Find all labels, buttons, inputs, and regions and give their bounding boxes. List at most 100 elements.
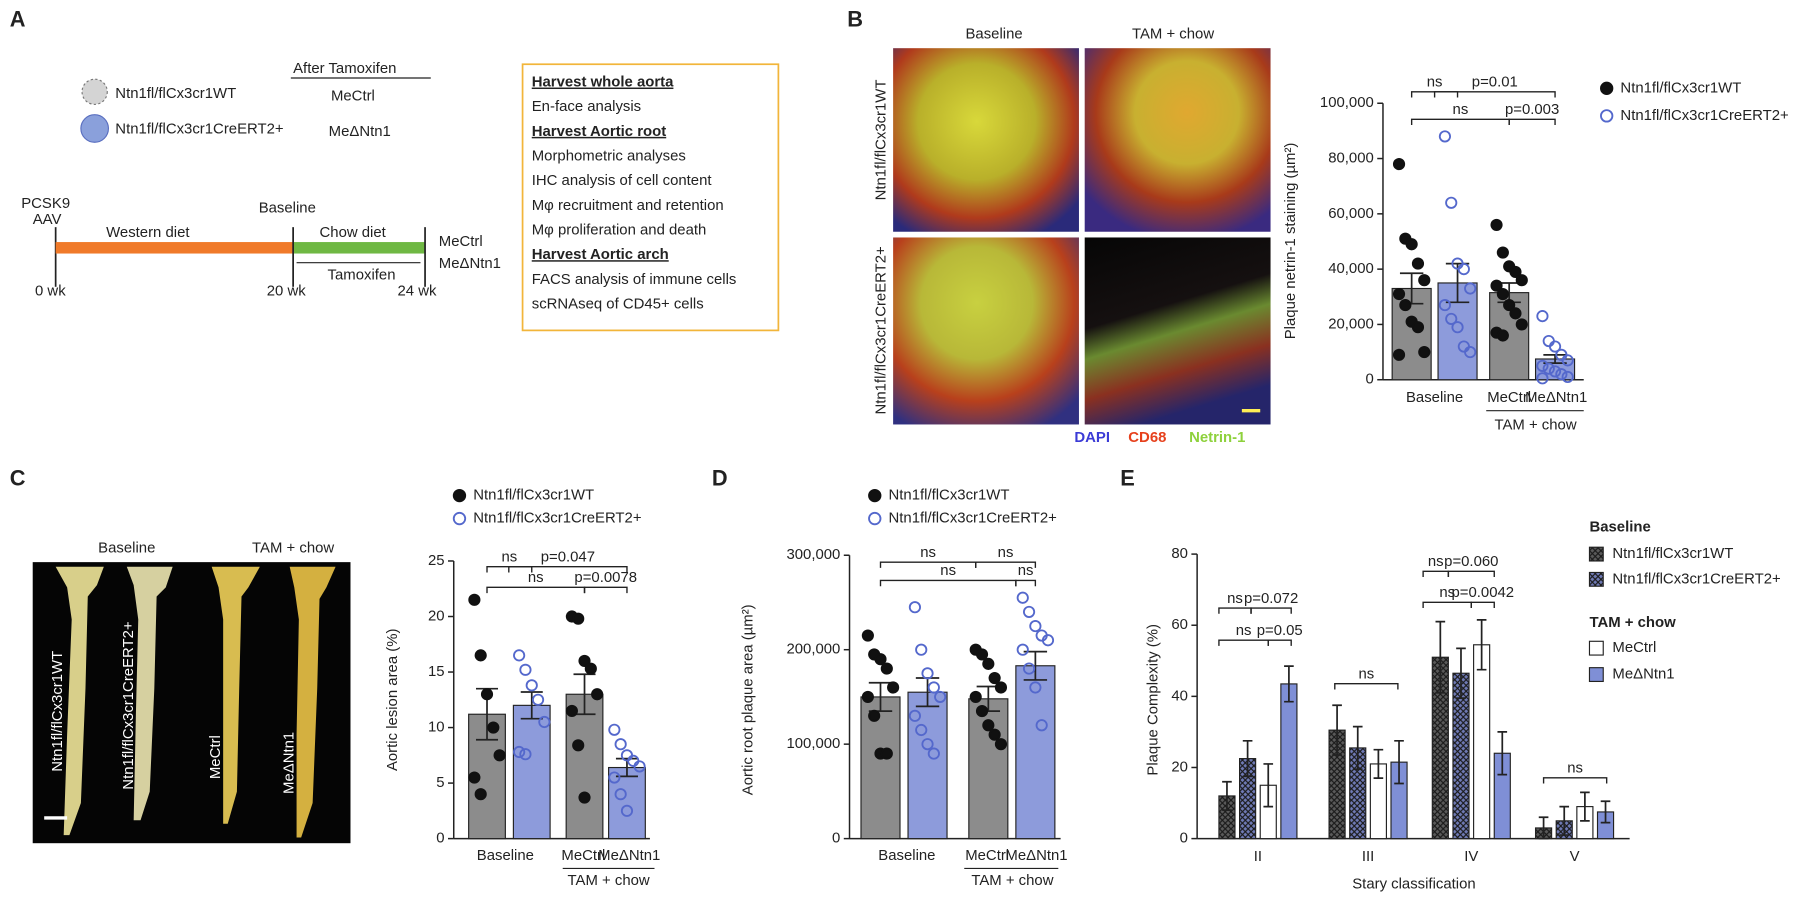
data-point [1561,354,1574,367]
legend-label: MeΔNtn1 [1612,666,1674,682]
comparison-label: p=0.0078 [574,570,637,586]
legend-label: Ntn1fl/flCx3cr1CreERT2+ [473,510,641,526]
comparison-label: ns [528,570,544,586]
legend-swatch [1588,640,1604,656]
comparison-bracket [1433,91,1556,98]
legend-marker [868,511,882,526]
y-tick-label: 40,000 [1328,261,1374,277]
y-tick-label: 60 [1171,617,1188,633]
y-tick-label: 20 [1171,759,1188,775]
comparison-bracket [879,561,977,568]
comparison-bracket [1410,118,1510,126]
box-item: Morphometric analyses [532,149,686,165]
data-point [627,754,640,767]
x-tick-label: V [1570,849,1580,865]
x-tick-label: MeΔNtn1 [1005,848,1067,864]
data-point [921,667,934,680]
after-title: After Tamoxifen [293,61,396,77]
chow-diet-bar [293,242,426,254]
comparison-label: p=0.047 [541,549,595,565]
y-tick-label: 100,000 [1320,95,1374,111]
milestone-label: Baseline [259,201,316,217]
data-point [1509,307,1522,320]
comparison-bracket [1267,639,1292,646]
data-point [982,719,995,732]
comparison-bracket [1422,570,1450,578]
data-point [584,662,597,675]
legend-swatch [1588,571,1604,587]
x-tick-label: III [1362,849,1374,865]
comparison-bracket [1508,118,1556,126]
box-item: FACS analysis of immune cells [532,272,737,288]
x-tick-label: MeΔNtn1 [598,848,660,864]
mouse-icon [81,78,108,105]
comparison-label: p=0.0042 [1451,585,1514,601]
week-label: 0 wk [35,283,66,299]
data-point [1022,662,1036,675]
legend-label: Ntn1fl/flCx3cr1CreERT2+ [889,510,1057,526]
comparison-label: p=0.01 [1472,75,1518,91]
data-point [1438,130,1452,143]
error-bar [520,691,543,720]
harvest-box [521,63,780,332]
comparison-bracket [583,586,628,594]
bar [1015,665,1056,840]
bar [1280,683,1298,840]
data-point [1490,218,1503,231]
y-tick-label: 0 [1366,372,1374,388]
error-bar [1600,800,1611,824]
data-point [1016,643,1029,656]
data-point [525,679,538,692]
data-point [591,688,604,701]
aorta-label: Ntn1fl/flCx3cr1WT [50,651,66,772]
bar [512,704,551,840]
micrograph [893,237,1079,425]
data-point [1029,681,1042,694]
legend-label: Ntn1fl/flCx3cr1CreERT2+ [1612,571,1780,587]
data-point [1542,362,1555,375]
legend-group: Baseline [1589,520,1650,536]
error-bar [1352,725,1363,771]
comparison-bracket [1447,570,1495,578]
comparison-label: ns [1453,102,1469,118]
data-point [988,728,1001,741]
error-bar [1435,620,1446,694]
box-item: Mφ recruitment and retention [532,198,724,214]
micrograph [1084,48,1271,232]
y-axis-label: Aortic lesion area (%) [385,629,401,772]
comparison-label: p=0.072 [1244,591,1298,607]
data-point [927,747,940,760]
legend-label: MeCtrl [1612,640,1656,656]
bar [565,693,604,840]
legend-label: Ntn1fl/flCx3cr1WT [889,488,1010,504]
data-point [474,649,487,662]
error-bar [1476,619,1487,671]
data-point [1016,591,1029,604]
data-point [874,653,887,666]
data-point [1509,265,1522,278]
western-diet-bar [55,242,294,254]
data-point [1411,257,1425,270]
data-point [1464,345,1477,359]
comparison-bracket [1015,579,1037,587]
data-point [531,693,545,706]
data-point [493,749,506,762]
stain-label: CD68 [1128,430,1166,446]
x-tick-label: TAM + chow [971,873,1053,889]
comparison-bracket [486,586,586,594]
data-point [1392,287,1406,301]
data-point [880,662,893,675]
comparison-label: ns [998,545,1014,561]
comparison-bracket [508,566,628,573]
comparison-label: ns [1428,554,1444,570]
data-point [519,748,532,761]
start-label: PCSK9 [21,196,70,212]
error-bar [1263,763,1274,808]
data-point [1411,321,1425,334]
error-bar [1332,704,1342,756]
column-label: Baseline [965,26,1022,42]
data-point [1399,298,1412,312]
y-tick-label: 20 [428,608,445,624]
box-item: En-face analysis [532,99,641,115]
data-point [1392,157,1406,171]
